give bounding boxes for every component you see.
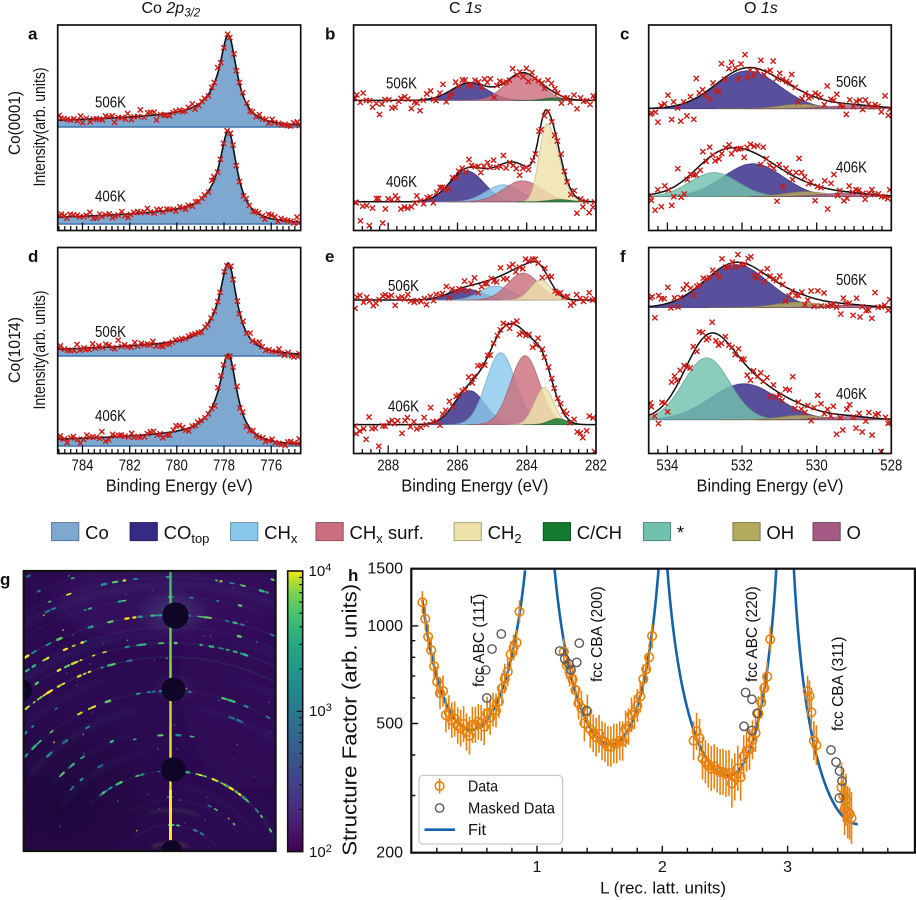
svg-text:fcc ABC (220): fcc ABC (220) <box>744 586 761 682</box>
svg-text:Fit: Fit <box>468 822 487 839</box>
svg-text:784: 784 <box>72 458 94 475</box>
svg-text:O 1s: O 1s <box>744 0 778 17</box>
svg-text:2: 2 <box>658 859 667 876</box>
svg-text:Co(101̄4): Co(101̄4) <box>6 317 24 383</box>
svg-text:e: e <box>325 247 334 266</box>
svg-text:288: 288 <box>377 458 399 475</box>
svg-text:h: h <box>348 566 358 585</box>
svg-text:506K: 506K <box>836 74 868 91</box>
svg-text:OH: OH <box>766 522 794 543</box>
svg-text:506K: 506K <box>388 278 420 295</box>
svg-text:530: 530 <box>806 458 828 475</box>
svg-text:Structure Factor (arb. units): Structure Factor (arb. units) <box>340 584 362 856</box>
svg-text:778: 778 <box>213 458 235 475</box>
svg-text:CHx surf.: CHx surf. <box>350 522 424 546</box>
svg-text:776: 776 <box>260 458 282 475</box>
svg-text:406K: 406K <box>836 160 868 177</box>
svg-text:Binding Energy (eV): Binding Energy (eV) <box>401 476 548 496</box>
svg-text:g: g <box>0 570 10 589</box>
svg-text:C 1s: C 1s <box>449 0 482 17</box>
svg-text:C/CH: C/CH <box>577 522 622 543</box>
svg-text:534: 534 <box>656 458 678 475</box>
svg-text:3: 3 <box>783 859 792 876</box>
svg-text:Data: Data <box>468 779 498 796</box>
svg-text:f: f <box>620 247 626 266</box>
svg-text:284: 284 <box>516 458 538 475</box>
svg-text:506K: 506K <box>836 272 868 289</box>
svg-text:c: c <box>620 25 629 44</box>
svg-text:b: b <box>325 25 335 44</box>
svg-text:506K: 506K <box>95 95 127 112</box>
svg-text:406K: 406K <box>386 174 418 191</box>
svg-text:O: O <box>847 522 861 543</box>
svg-text:Binding Energy (eV): Binding Energy (eV) <box>697 476 844 496</box>
svg-text:406K: 406K <box>95 408 127 425</box>
svg-text:780: 780 <box>166 458 188 475</box>
svg-text:fcc CBA (311): fcc CBA (311) <box>830 637 847 731</box>
svg-text:Binding Energy (eV): Binding Energy (eV) <box>106 476 253 496</box>
svg-text:286: 286 <box>447 458 469 475</box>
svg-text:506K: 506K <box>95 324 127 341</box>
svg-text:a: a <box>28 25 38 44</box>
svg-text:1500: 1500 <box>367 561 403 578</box>
svg-text:1: 1 <box>533 859 542 876</box>
svg-text:Co(0001): Co(0001) <box>6 91 24 155</box>
svg-text:L (rec. latt. units): L (rec. latt. units) <box>600 879 726 898</box>
svg-text:fcc CBA (200): fcc CBA (200) <box>589 586 606 682</box>
svg-text:200: 200 <box>376 845 403 862</box>
svg-text:Co: Co <box>85 522 109 543</box>
svg-text:532: 532 <box>731 458 753 475</box>
svg-text:Intensity(arb. units): Intensity(arb. units) <box>31 291 49 410</box>
svg-text:782: 782 <box>119 458 141 475</box>
svg-text:Masked Data: Masked Data <box>468 801 555 818</box>
svg-text:506K: 506K <box>386 76 418 93</box>
svg-text:406K: 406K <box>95 189 127 206</box>
svg-text:*: * <box>677 522 684 543</box>
svg-text:406K: 406K <box>388 399 420 416</box>
svg-text:528: 528 <box>880 458 902 475</box>
svg-text:Intensity(arb. units): Intensity(arb. units) <box>31 68 49 187</box>
svg-text:d: d <box>28 247 38 266</box>
svg-text:500: 500 <box>376 716 403 733</box>
svg-text:1000: 1000 <box>367 618 403 635</box>
svg-text:282: 282 <box>585 458 607 475</box>
svg-text:fcc ABC (111): fcc ABC (111) <box>471 594 488 687</box>
svg-text:406K: 406K <box>836 386 868 403</box>
